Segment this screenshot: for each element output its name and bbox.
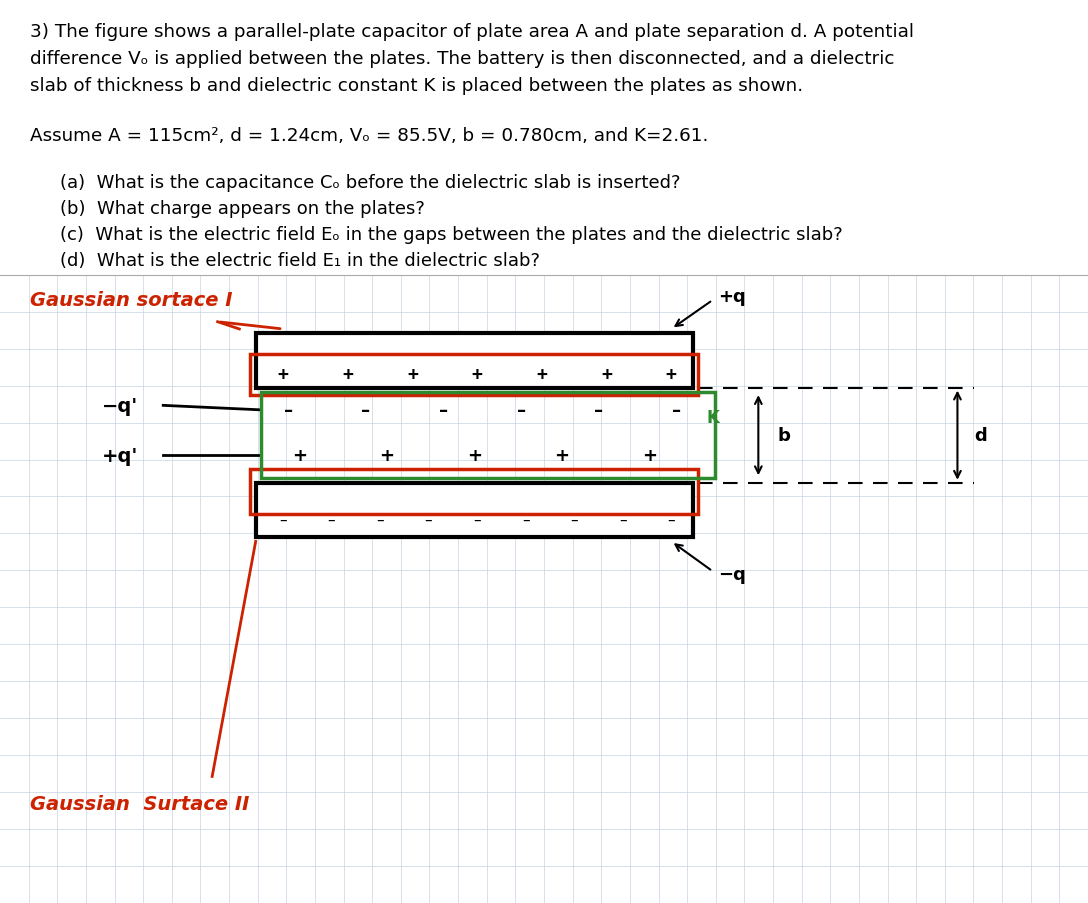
Text: +: + [642, 447, 657, 464]
Text: –: – [667, 512, 676, 526]
Text: +: + [292, 447, 307, 464]
Text: 3) The figure shows a parallel-plate capacitor of plate area A and plate separat: 3) The figure shows a parallel-plate cap… [30, 23, 914, 41]
Text: –: – [570, 512, 578, 526]
Text: Gaussian sortace I: Gaussian sortace I [30, 290, 233, 310]
Bar [256, 334, 693, 388]
Text: –: – [473, 512, 481, 526]
Text: (d)  What is the electric field E₁ in the dielectric slab?: (d) What is the electric field E₁ in the… [60, 252, 540, 270]
Text: d: d [974, 427, 987, 444]
Text: +: + [380, 447, 394, 464]
Text: +: + [666, 366, 677, 384]
Bar [256, 483, 693, 537]
Text: Gaussian  Surtace II: Gaussian Surtace II [30, 794, 250, 814]
Text: –: – [361, 402, 371, 419]
Bar [261, 393, 715, 479]
Text: +: + [277, 366, 288, 384]
Text: K: K [706, 409, 719, 426]
Text: –: – [284, 402, 293, 419]
Text: +: + [467, 447, 482, 464]
Text: –: – [517, 402, 526, 419]
Text: –: – [279, 512, 287, 526]
Text: –: – [440, 402, 448, 419]
Text: +: + [602, 366, 611, 384]
Text: Assume A = 115cm², d = 1.24cm, Vₒ = 85.5V, b = 0.780cm, and K=2.61.: Assume A = 115cm², d = 1.24cm, Vₒ = 85.5… [30, 126, 709, 144]
Text: difference Vₒ is applied between the plates. The battery is then disconnected, a: difference Vₒ is applied between the pla… [30, 50, 895, 68]
Text: (b)  What charge appears on the plates?: (b) What charge appears on the plates? [60, 200, 424, 218]
Text: (a)  What is the capacitance Cₒ before the dielectric slab is inserted?: (a) What is the capacitance Cₒ before th… [60, 173, 680, 191]
Text: –: – [327, 512, 335, 526]
Text: −q': −q' [101, 396, 138, 415]
Text: slab of thickness b and dielectric constant K is placed between the plates as sh: slab of thickness b and dielectric const… [30, 77, 804, 95]
Text: –: – [619, 512, 627, 526]
Text: (c)  What is the electric field Eₒ in the gaps between the plates and the dielec: (c) What is the electric field Eₒ in the… [60, 226, 842, 244]
Bar [250, 355, 698, 396]
Text: –: – [522, 512, 530, 526]
Text: +: + [343, 366, 353, 384]
Text: +q: +q [718, 287, 746, 305]
Text: –: – [594, 402, 604, 419]
Text: +: + [472, 366, 482, 384]
Text: b: b [778, 427, 791, 444]
Text: –: – [672, 402, 681, 419]
Text: −q: −q [718, 565, 746, 583]
Text: –: – [424, 512, 432, 526]
Text: +: + [536, 366, 547, 384]
Text: +: + [407, 366, 418, 384]
Text: +: + [555, 447, 569, 464]
Text: +q': +q' [101, 446, 138, 465]
Bar [250, 470, 698, 515]
Text: –: – [376, 512, 384, 526]
